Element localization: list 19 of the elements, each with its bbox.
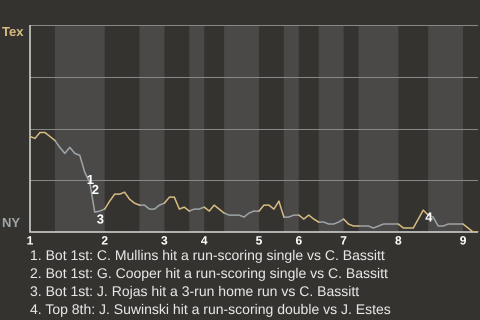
text: NY <box>2 215 20 230</box>
text: 3. Bot 1st: J. Rojas hit a 3-run home run vs C. Bassitt <box>30 282 360 300</box>
x-tick-label: 4 <box>200 234 208 248</box>
x-tick-label: 6 <box>295 234 302 248</box>
x-tick-label: 3 <box>161 234 168 248</box>
x-tick-label: 5 <box>256 234 263 248</box>
annotation: 3 <box>96 212 104 227</box>
text: 2. Bot 1st: G. Cooper hit a run-scoring single vs C. Bassitt <box>30 264 389 282</box>
annotation: 1 <box>86 172 94 187</box>
x-tick-label: 1 <box>26 234 34 248</box>
text: Tex <box>2 24 24 39</box>
annotation: 4 <box>425 210 434 225</box>
x-tick-label: 7 <box>340 234 348 248</box>
text: 1. Bot 1st: C. Mullins hit a run-scoring single vs C. Bassitt <box>30 246 386 264</box>
x-tick-label: 2 <box>101 234 108 248</box>
text: 4. Top 8th: J. Suwinski hit a run-scoring double vs J. Estes <box>30 300 391 318</box>
annotation: 2 <box>92 182 99 197</box>
x-tick-label: 9 <box>460 234 467 248</box>
x-tick-label: 8 <box>395 234 402 248</box>
